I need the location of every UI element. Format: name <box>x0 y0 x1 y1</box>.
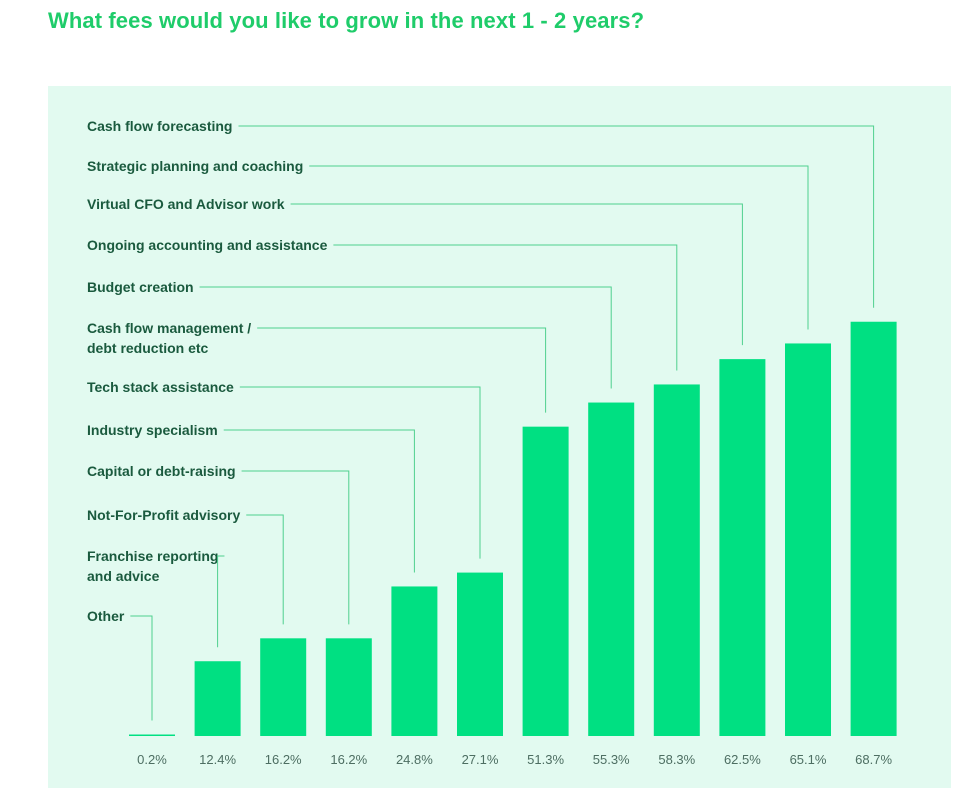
category-label: Budget creation <box>87 279 194 295</box>
value-label: 0.2% <box>137 752 167 767</box>
value-label: 16.2% <box>330 752 367 767</box>
category-label: Cash flow forecasting <box>87 118 232 134</box>
bar <box>391 586 438 736</box>
leader-line <box>257 327 547 413</box>
leader-line <box>309 165 809 330</box>
value-label: 58.3% <box>658 752 695 767</box>
category-label: Virtual CFO and Advisor work <box>87 196 285 212</box>
value-label: 24.8% <box>396 752 433 767</box>
leader-line <box>238 125 875 308</box>
category-label: Tech stack assistance <box>87 379 234 395</box>
leader-line <box>223 429 415 573</box>
category-label: Cash flow management / debt reduction etc <box>87 320 251 356</box>
leader-line <box>199 286 612 389</box>
bar <box>194 661 241 736</box>
leader-line <box>239 386 481 559</box>
bar <box>850 321 897 736</box>
leader-line <box>333 244 678 371</box>
bar <box>653 384 700 736</box>
category-label: Capital or debt-raising <box>87 463 236 479</box>
category-label: Not-For-Profit advisory <box>87 507 240 523</box>
leader-line <box>246 514 284 625</box>
bar <box>457 572 503 736</box>
bar <box>588 402 635 736</box>
value-label: 16.2% <box>265 752 302 767</box>
leader-line <box>241 470 350 625</box>
leader-line <box>290 203 743 346</box>
bar <box>325 638 372 736</box>
category-label: Ongoing accounting and assistance <box>87 237 328 253</box>
value-label: 55.3% <box>593 752 630 767</box>
bar <box>785 343 831 736</box>
category-label: Other <box>87 608 125 624</box>
bar <box>129 734 175 736</box>
value-label: 51.3% <box>527 752 564 767</box>
value-label: 65.1% <box>790 752 827 767</box>
bar <box>260 638 307 736</box>
value-label: 27.1% <box>462 752 499 767</box>
value-label: 62.5% <box>724 752 761 767</box>
leader-line <box>130 615 153 721</box>
bar <box>522 426 569 736</box>
category-label: Industry specialism <box>87 422 218 438</box>
value-label: 12.4% <box>199 752 236 767</box>
value-label: 68.7% <box>855 752 892 767</box>
category-label: Strategic planning and coaching <box>87 158 303 174</box>
category-label: Franchise reporting and advice <box>87 548 218 584</box>
leader-line <box>217 555 225 648</box>
bar <box>719 359 766 736</box>
chart-title: What fees would you like to grow in the … <box>48 8 645 33</box>
